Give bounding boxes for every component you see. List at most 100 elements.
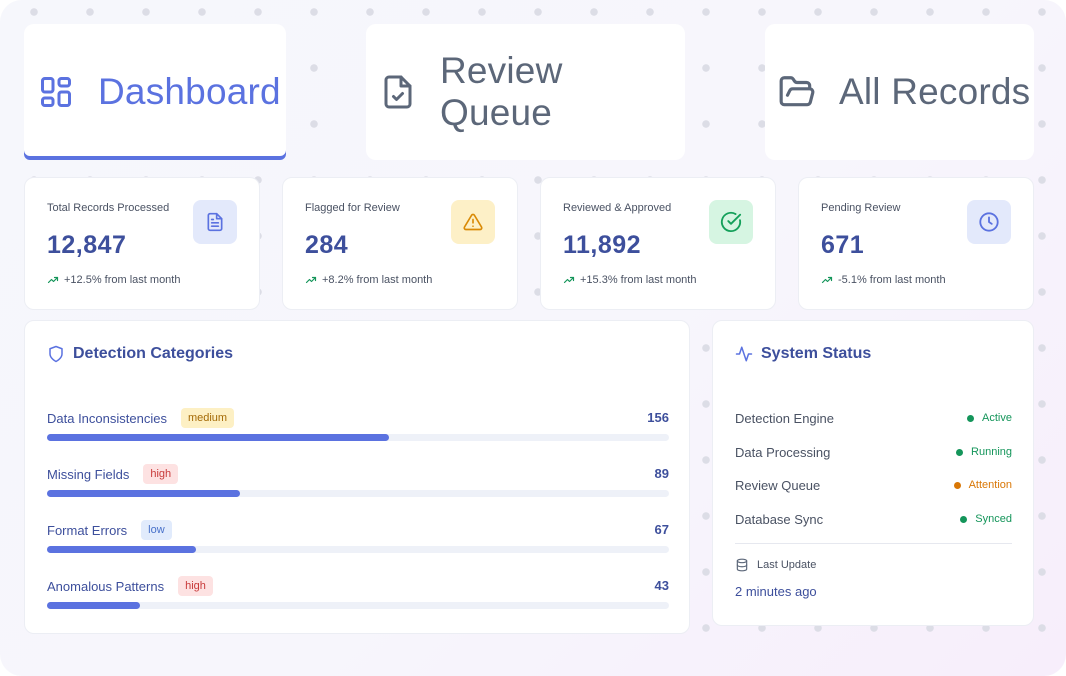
stat-change: -5.1% from last month (821, 274, 946, 286)
category-bar-fill (47, 602, 141, 609)
status-value: Running (956, 446, 1012, 458)
tab-dashboard[interactable]: Dashboard (24, 24, 286, 160)
severity-badge: medium (180, 408, 235, 428)
tab-review-queue-label: Review Queue (439, 50, 563, 133)
severity-badge: low (141, 520, 172, 540)
tab-dashboard-label: Dashboard (98, 71, 281, 112)
stat-label: Total Records Processed (47, 202, 170, 214)
stat-badge (451, 200, 495, 244)
system-status-card: System Status Detection Engine Active Da… (712, 320, 1034, 626)
stat-badge (193, 200, 237, 244)
category-name: Missing Fields (47, 466, 130, 482)
file-check-icon (378, 72, 418, 112)
status-dot (960, 515, 968, 523)
category-name-wrap: Format Errors low (47, 520, 172, 540)
shield-icon (49, 345, 63, 363)
tab-all-records[interactable]: All Records (765, 24, 1034, 160)
divider (735, 543, 1012, 544)
stat-card-total-records: Total Records Processed 12,847 +12.5% fr… (24, 177, 260, 310)
category-count: 67 (654, 522, 669, 537)
category-name-wrap: Data Inconsistencies medium (47, 408, 235, 428)
status-name: Database Sync (735, 511, 824, 527)
category-name: Format Errors (47, 522, 128, 538)
warning-icon (463, 213, 483, 231)
last-update-label-text: Last Update (757, 559, 817, 571)
stat-label: Flagged for Review (305, 202, 400, 214)
trending-up-icon (563, 276, 575, 284)
status-name: Data Processing (735, 444, 831, 460)
stat-change-text: +12.5% from last month (64, 274, 181, 286)
database-icon (736, 558, 748, 572)
stat-value: 11,892 (563, 231, 642, 259)
system-status-title-text: System Status (761, 345, 872, 362)
detection-categories-card: Detection Categories Data Inconsistencie… (24, 320, 690, 634)
stat-value: 12,847 (47, 231, 127, 259)
check-circle-icon (720, 211, 742, 232)
status-text: Synced (975, 513, 1012, 525)
status-row-review-queue: Review Queue Attention (735, 475, 1012, 495)
status-row-detection-engine: Detection Engine Active (735, 408, 1012, 428)
stat-change: +15.3% from last month (563, 274, 696, 286)
tab-review-queue[interactable]: Review Queue (366, 24, 685, 160)
category-count: 43 (654, 578, 669, 593)
status-dot (967, 414, 975, 422)
last-update-label: Last Update (735, 558, 816, 572)
stat-badge (967, 200, 1011, 244)
status-value: Synced (960, 513, 1012, 525)
category-row: Missing Fields high 89 (47, 464, 669, 504)
activity-icon (735, 346, 753, 362)
stat-change-text: -5.1% from last month (838, 274, 946, 286)
status-name: Review Queue (735, 477, 821, 493)
category-bar-track (47, 434, 669, 441)
stat-label: Pending Review (821, 202, 901, 214)
clock-icon (979, 212, 999, 232)
trending-up-icon (821, 276, 833, 284)
grid-icon (36, 72, 76, 112)
category-name-wrap: Missing Fields high (47, 464, 179, 484)
category-bar-track (47, 490, 669, 497)
category-bar-track (47, 546, 669, 553)
stat-change: +12.5% from last month (47, 274, 180, 286)
status-text: Running (971, 446, 1012, 458)
folder-open-icon (777, 72, 817, 112)
status-value: Active (967, 412, 1012, 424)
stat-label: Reviewed & Approved (563, 202, 672, 214)
stat-badge (709, 200, 753, 244)
status-text: Active (982, 412, 1012, 424)
category-name: Data Inconsistencies (47, 410, 167, 426)
severity-badge: high (143, 464, 179, 484)
status-value: Attention (953, 479, 1012, 491)
stat-change-text: +15.3% from last month (580, 274, 697, 286)
stat-card-pending: Pending Review 671 -5.1% from last month (798, 177, 1034, 310)
category-row: Data Inconsistencies medium 156 (47, 408, 669, 448)
stat-change: +8.2% from last month (305, 274, 432, 286)
category-bar-fill (47, 546, 197, 553)
category-count: 156 (647, 410, 669, 425)
category-name-wrap: Anomalous Patterns high (47, 576, 213, 596)
category-bar-fill (47, 434, 390, 441)
category-bar-fill (47, 490, 240, 497)
status-row-data-processing: Data Processing Running (735, 442, 1012, 462)
category-row: Anomalous Patterns high 43 (47, 576, 669, 616)
status-row-database-sync: Database Sync Synced (735, 509, 1012, 529)
status-dot (953, 481, 961, 489)
tab-all-records-label: All Records (839, 71, 1031, 112)
stat-value: 671 (821, 231, 865, 259)
severity-badge: high (178, 576, 213, 596)
trending-up-icon (47, 276, 59, 284)
trending-up-icon (305, 276, 317, 284)
status-name: Detection Engine (735, 410, 835, 426)
status-text: Attention (968, 479, 1012, 491)
status-dot (956, 448, 964, 456)
last-update-value: 2 minutes ago (735, 584, 817, 599)
stat-value: 284 (305, 231, 349, 259)
detection-categories-title: Detection Categories (47, 345, 233, 363)
document-icon (207, 212, 223, 232)
category-count: 89 (654, 466, 669, 481)
stat-card-flagged: Flagged for Review 284 +8.2% from last m… (282, 177, 518, 310)
system-status-title: System Status (735, 345, 871, 363)
category-bar-track (47, 602, 669, 609)
category-name: Anomalous Patterns (47, 578, 165, 594)
detection-categories-title-text: Detection Categories (73, 345, 234, 362)
